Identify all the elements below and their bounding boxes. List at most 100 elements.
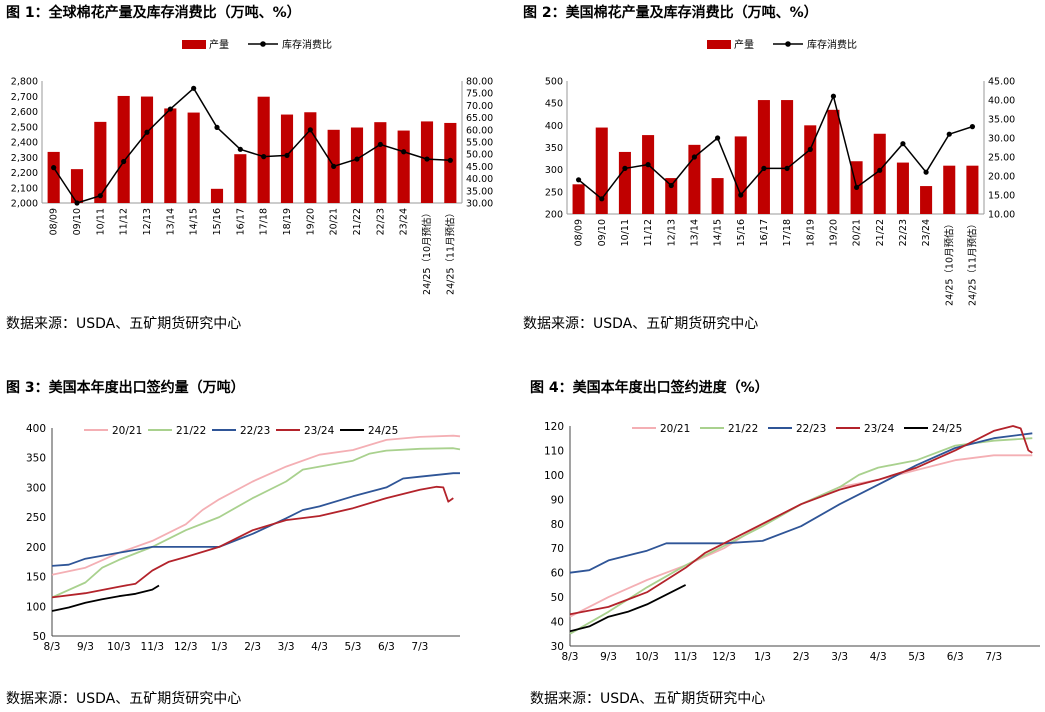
c2-ratio-point [969,124,976,130]
c4-x-tick: 8/3 [562,651,579,663]
c1-ratio-point [214,124,220,130]
c4-x-tick: 11/3 [674,651,698,663]
c2-x-tick: 12/13 [666,219,677,246]
c2-y-right-tick: 40.00 [988,96,1015,107]
c1-ratio-point [237,146,243,152]
c2-ratio-point [575,177,582,183]
c1-bar [47,151,60,203]
c2-ratio-point [830,93,837,99]
chart2-source: 数据来源：USDA、五矿期货研究中心 [523,316,759,332]
c3-series-line-2021 [51,434,461,576]
c2-x-tick: 14/15 [713,219,724,246]
chart3-title: 图 3：美国本年度出口签约量（万吨） [6,380,245,396]
c1-ratio-point [424,156,430,162]
c2-y-left-tick: 350 [545,143,563,154]
c4-series-line-2122 [569,437,1033,635]
c3-x-tick: 5/3 [345,641,362,653]
c1-x-tick: 20/21 [329,208,340,235]
c4-x-tick: 2/3 [793,651,810,663]
c1-bar [397,130,410,203]
c2-x-tick: 24/25（11月预估） [966,219,978,306]
c2-y-right-tick: 10.00 [988,210,1015,221]
c1-x-tick: 15/16 [212,208,223,235]
c4-x-tick: 4/3 [870,651,887,663]
c4-series-line-2324 [569,425,1033,616]
c1-ratio-point [284,152,290,159]
c1-ratio-point [377,141,383,148]
c2-ratio-point [738,192,744,198]
c2-bar [688,144,701,214]
chart2-us-cotton: 产量 库存消费比 200 250 300 350 400 450 500 10.00 15.00 20… [545,38,1015,306]
c1-bar [304,112,317,203]
c1-bar [117,95,130,203]
c4-y-tick: 110 [544,445,564,457]
c2-bar [757,100,770,214]
c1-ratio-point [167,106,173,112]
c1-y-left-tick: 2,600 [11,107,38,118]
c3-series-line-2122 [51,447,461,599]
c1-bar [70,169,84,203]
c1-y-right-tick: 35.00 [466,186,493,197]
c3-x-tick: 7/3 [411,641,428,653]
c2-ratio-point [599,196,605,202]
c1-ratio-point [74,200,80,206]
c1-bar [374,122,387,203]
c1-legend-bar-swatch [182,40,206,49]
c2-x-tick: 22/23 [898,219,909,246]
c1-bar [350,127,364,203]
c1-x-tick: 23/24 [399,208,410,235]
c1-y-left-tick: 2,300 [11,153,38,164]
chart1-global-cotton: 产量 库存消费比 2,000 2,100 2,200 2,300 2,400 2,500 2,6… [11,38,493,295]
c2-y-left-tick: 200 [545,210,563,221]
c1-bar [210,188,224,203]
c2-bar [943,165,956,214]
c3-x-tick: 4/3 [311,641,328,653]
c1-ratio-point [191,85,197,91]
c1-y-right-tick: 75.00 [466,89,493,100]
c4-legend-label: 22/23 [796,423,826,435]
c2-x-tick: 08/09 [574,219,585,246]
c4-series-line-2425 [569,584,687,633]
c1-ratio-point [331,163,337,169]
c4-legend-label: 20/21 [660,423,690,435]
c1-ratio-point [121,158,127,165]
c3-x-tick: 1/3 [211,641,228,653]
c2-y-left-tick: 500 [545,77,563,88]
c2-x-tick: 20/21 [852,219,863,246]
c1-y-right-tick: 80.00 [466,77,493,88]
c2-bar [595,127,608,214]
c2-ratio-point [645,162,651,168]
c1-y-left-tick: 2,700 [11,92,38,103]
c4-x-tick: 9/3 [600,651,617,663]
chart4-source: 数据来源：USDA、五矿期货研究中心 [530,691,766,707]
c2-ratio-point [853,184,860,190]
c1-bar [187,112,200,203]
c2-legend-line-marker [785,41,791,47]
c3-series-line-2324 [51,485,454,599]
c2-ratio-point [761,165,767,171]
c1-bar [444,122,457,203]
c4-y-tick: 120 [544,421,564,433]
c1-x-tick: 16/17 [235,208,246,235]
c4-y-tick: 80 [551,519,564,531]
c2-bar [665,178,678,214]
c3-legend-label: 21/22 [176,425,206,437]
c1-ratio-point [307,127,313,133]
c2-x-tick: 21/22 [875,219,886,246]
c4-y-tick: 40 [551,617,564,629]
c1-x-tick: 18/19 [282,208,293,235]
c1-x-tick: 19/20 [305,208,316,235]
c4-y-tick: 90 [551,494,564,506]
c1-y-left-tick: 2,200 [11,168,38,179]
c2-y-left-tick: 450 [545,99,563,110]
c1-bar [94,121,107,203]
chart3-source: 数据来源：USDA、五矿期货研究中心 [6,691,242,707]
c3-x-tick: 12/3 [174,641,198,653]
c2-bar [827,109,840,214]
c1-x-tick: 14/15 [189,208,200,235]
c1-x-tick: 12/13 [142,208,153,235]
c3-x-tick: 3/3 [278,641,295,653]
c3-x-tick: 8/3 [44,641,61,653]
c2-legend-bar-label: 产量 [734,38,754,51]
c3-legend-label: 23/24 [304,425,335,437]
